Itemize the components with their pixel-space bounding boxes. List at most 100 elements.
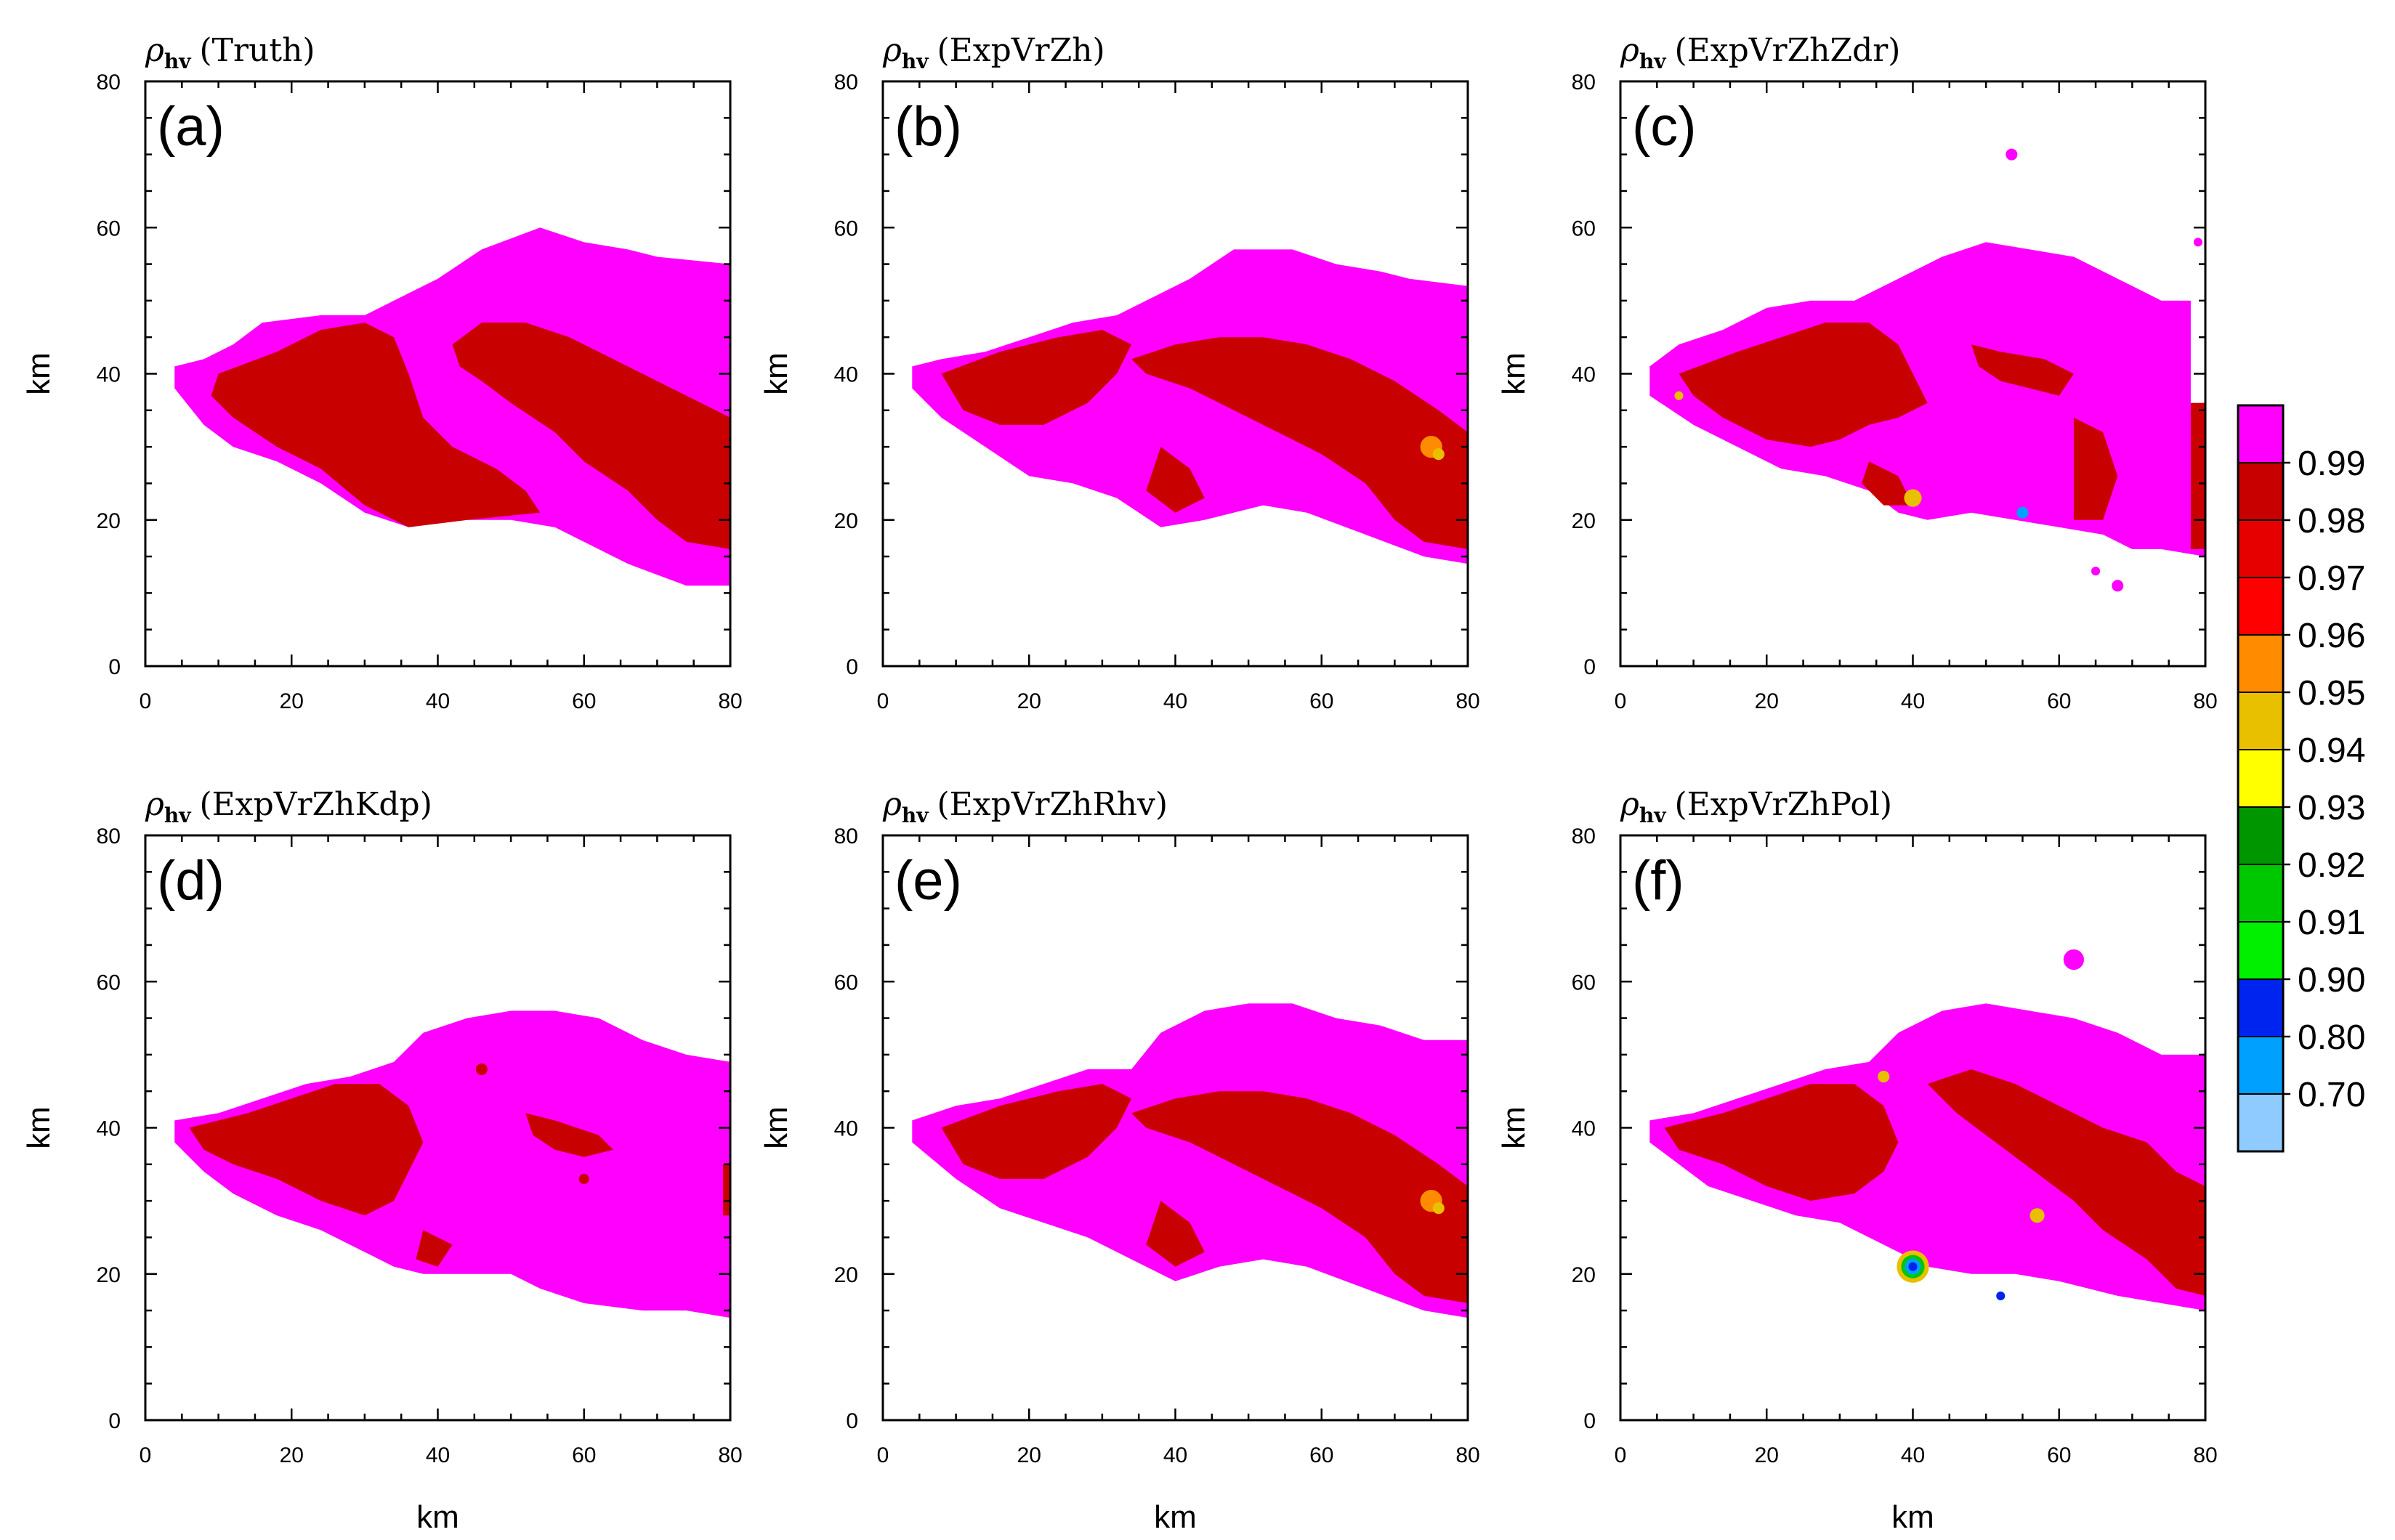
x-tick-label: 60	[572, 689, 596, 713]
y-tick-label: 20	[834, 509, 858, 533]
title-subscript: hv	[1639, 803, 1666, 827]
y-tick-label: 80	[1572, 70, 1596, 94]
red-region	[525, 1113, 613, 1157]
x-tick-label: 20	[1017, 1443, 1041, 1467]
red-region	[211, 323, 541, 527]
x-tick-label: 40	[1163, 1443, 1187, 1467]
feature-spot	[2193, 238, 2202, 247]
panel-letter: (e)	[894, 850, 962, 912]
feature-spot	[1674, 391, 1684, 400]
y-tick-label: 0	[108, 655, 121, 679]
y-tick-label: 20	[834, 1263, 858, 1287]
title-experiment: (ExpVrZhRhv)	[937, 786, 1168, 823]
red-region	[1862, 461, 1913, 506]
red-region	[1927, 1069, 2205, 1296]
x-tick-label: 80	[2193, 689, 2217, 713]
panel-d: 0 20 40 60 80 0 20 40 60 80 ρhv (ExpVrZhKdp) (d) km km	[21, 786, 743, 1535]
colorbar-label: 0.99	[2298, 445, 2365, 483]
colorbar-label: 0.92	[2298, 846, 2365, 885]
title-subscript: hv	[164, 49, 191, 73]
x-tick-label: 0	[1615, 1443, 1627, 1467]
feature-spot	[1996, 1291, 2006, 1300]
y-tick-label: 60	[97, 970, 121, 994]
y-tick-label: 60	[834, 216, 858, 240]
red-region	[1781, 1142, 1840, 1179]
x-tick-label: 20	[1755, 689, 1779, 713]
red-region	[416, 1230, 453, 1267]
panel-title: ρhv (ExpVrZhKdp)	[145, 786, 432, 827]
x-tick-label: 60	[2047, 1443, 2071, 1467]
y-tick-label: 40	[97, 1117, 121, 1141]
feature-spot	[1904, 489, 1922, 507]
field	[1649, 949, 2205, 1311]
red-region	[1146, 1201, 1205, 1267]
panel-letter: (a)	[157, 96, 225, 158]
x-tick-label: 80	[2193, 1443, 2217, 1467]
feature-spot	[2016, 506, 2029, 519]
panel-c: 0 20 40 60 80 0 20 40 60 80 ρhv (ExpVrZhZdr) (c) km	[1496, 32, 2218, 713]
y-tick-label: 0	[1583, 1409, 1596, 1433]
feature-spot	[475, 1063, 488, 1076]
y-tick-label: 80	[834, 824, 858, 848]
y-tick-label: 60	[1572, 216, 1596, 240]
title-experiment: (ExpVrZhKdp)	[200, 786, 432, 823]
y-tick-label: 20	[97, 509, 121, 533]
x-tick-label: 60	[572, 1443, 596, 1467]
panel-letter: (f)	[1632, 850, 1684, 912]
red-region	[2190, 402, 2205, 549]
title-experiment: (ExpVrZhZdr)	[1675, 32, 1901, 69]
y-tick-label: 40	[97, 363, 121, 387]
magenta-region	[912, 249, 1468, 564]
y-tick-label: 40	[834, 1117, 858, 1141]
title-subscript: hv	[902, 803, 929, 827]
panel-letter: (b)	[894, 96, 962, 158]
y-tick-label: 20	[1572, 509, 1596, 533]
colorbar-segment	[2237, 749, 2284, 808]
x-tick-label: 40	[1901, 1443, 1925, 1467]
x-tick-label: 80	[1455, 1443, 1479, 1467]
panel-e: 0 20 40 60 80 0 20 40 60 80 ρhv (ExpVrZhRhv) (e) km km	[759, 786, 1480, 1535]
colorbar-label: 0.70	[2298, 1076, 2365, 1114]
colorbar-label: 0.93	[2298, 789, 2365, 827]
x-tick-label: 0	[877, 689, 889, 713]
y-tick-label: 0	[108, 1409, 121, 1433]
colorbar-segment	[2237, 405, 2284, 463]
x-tick-label: 20	[1017, 689, 1041, 713]
y-tick-label: 60	[834, 970, 858, 994]
red-region	[189, 1084, 424, 1216]
panel-f: 0 20 40 60 80 0 20 40 60 80 ρhv (ExpVrZhPol) (f) km km	[1496, 786, 2218, 1535]
x-tick-label: 60	[1309, 689, 1333, 713]
y-tick-label: 60	[97, 216, 121, 240]
panel-letter: (d)	[157, 850, 225, 912]
title-symbol: ρ	[1620, 32, 1639, 69]
y-axis-label: km	[759, 352, 794, 395]
x-tick-label: 20	[280, 1443, 304, 1467]
y-tick-label: 0	[846, 655, 858, 679]
title-subscript: hv	[164, 803, 191, 827]
x-tick-label: 40	[426, 689, 450, 713]
colorbar: 0.99 0.98 0.97 0.96 0.95 0.94 0.93 0.92 0.91 0.90…	[2237, 404, 2365, 1153]
title-experiment: (ExpVrZhPol)	[1675, 786, 1893, 823]
x-axis-label: km	[1891, 1499, 1934, 1535]
red-region	[722, 1164, 730, 1216]
magenta-region	[1649, 242, 2205, 557]
red-region	[1679, 323, 1928, 447]
panel-b: 0 20 40 60 80 0 20 40 60 80 ρhv (ExpVrZh) (b) km	[759, 32, 1480, 713]
title-symbol: ρ	[1620, 786, 1639, 823]
colorbar-label: 0.94	[2298, 732, 2365, 770]
y-tick-label: 60	[1572, 970, 1596, 994]
x-tick-label: 0	[1615, 689, 1627, 713]
x-tick-label: 20	[280, 689, 304, 713]
field	[174, 227, 730, 586]
feature-spot	[2006, 148, 2018, 161]
y-tick-label: 20	[1572, 1263, 1596, 1287]
feature-spot	[2030, 1208, 2045, 1223]
colorbar-segment	[2237, 462, 2284, 521]
red-region	[452, 323, 730, 549]
magenta-region	[1649, 1003, 2205, 1311]
x-axis-label: km	[416, 1499, 459, 1535]
red-region	[1131, 337, 1468, 549]
panel-title: ρhv (ExpVrZhRhv)	[882, 786, 1168, 827]
colorbar-segment	[2237, 978, 2284, 1037]
